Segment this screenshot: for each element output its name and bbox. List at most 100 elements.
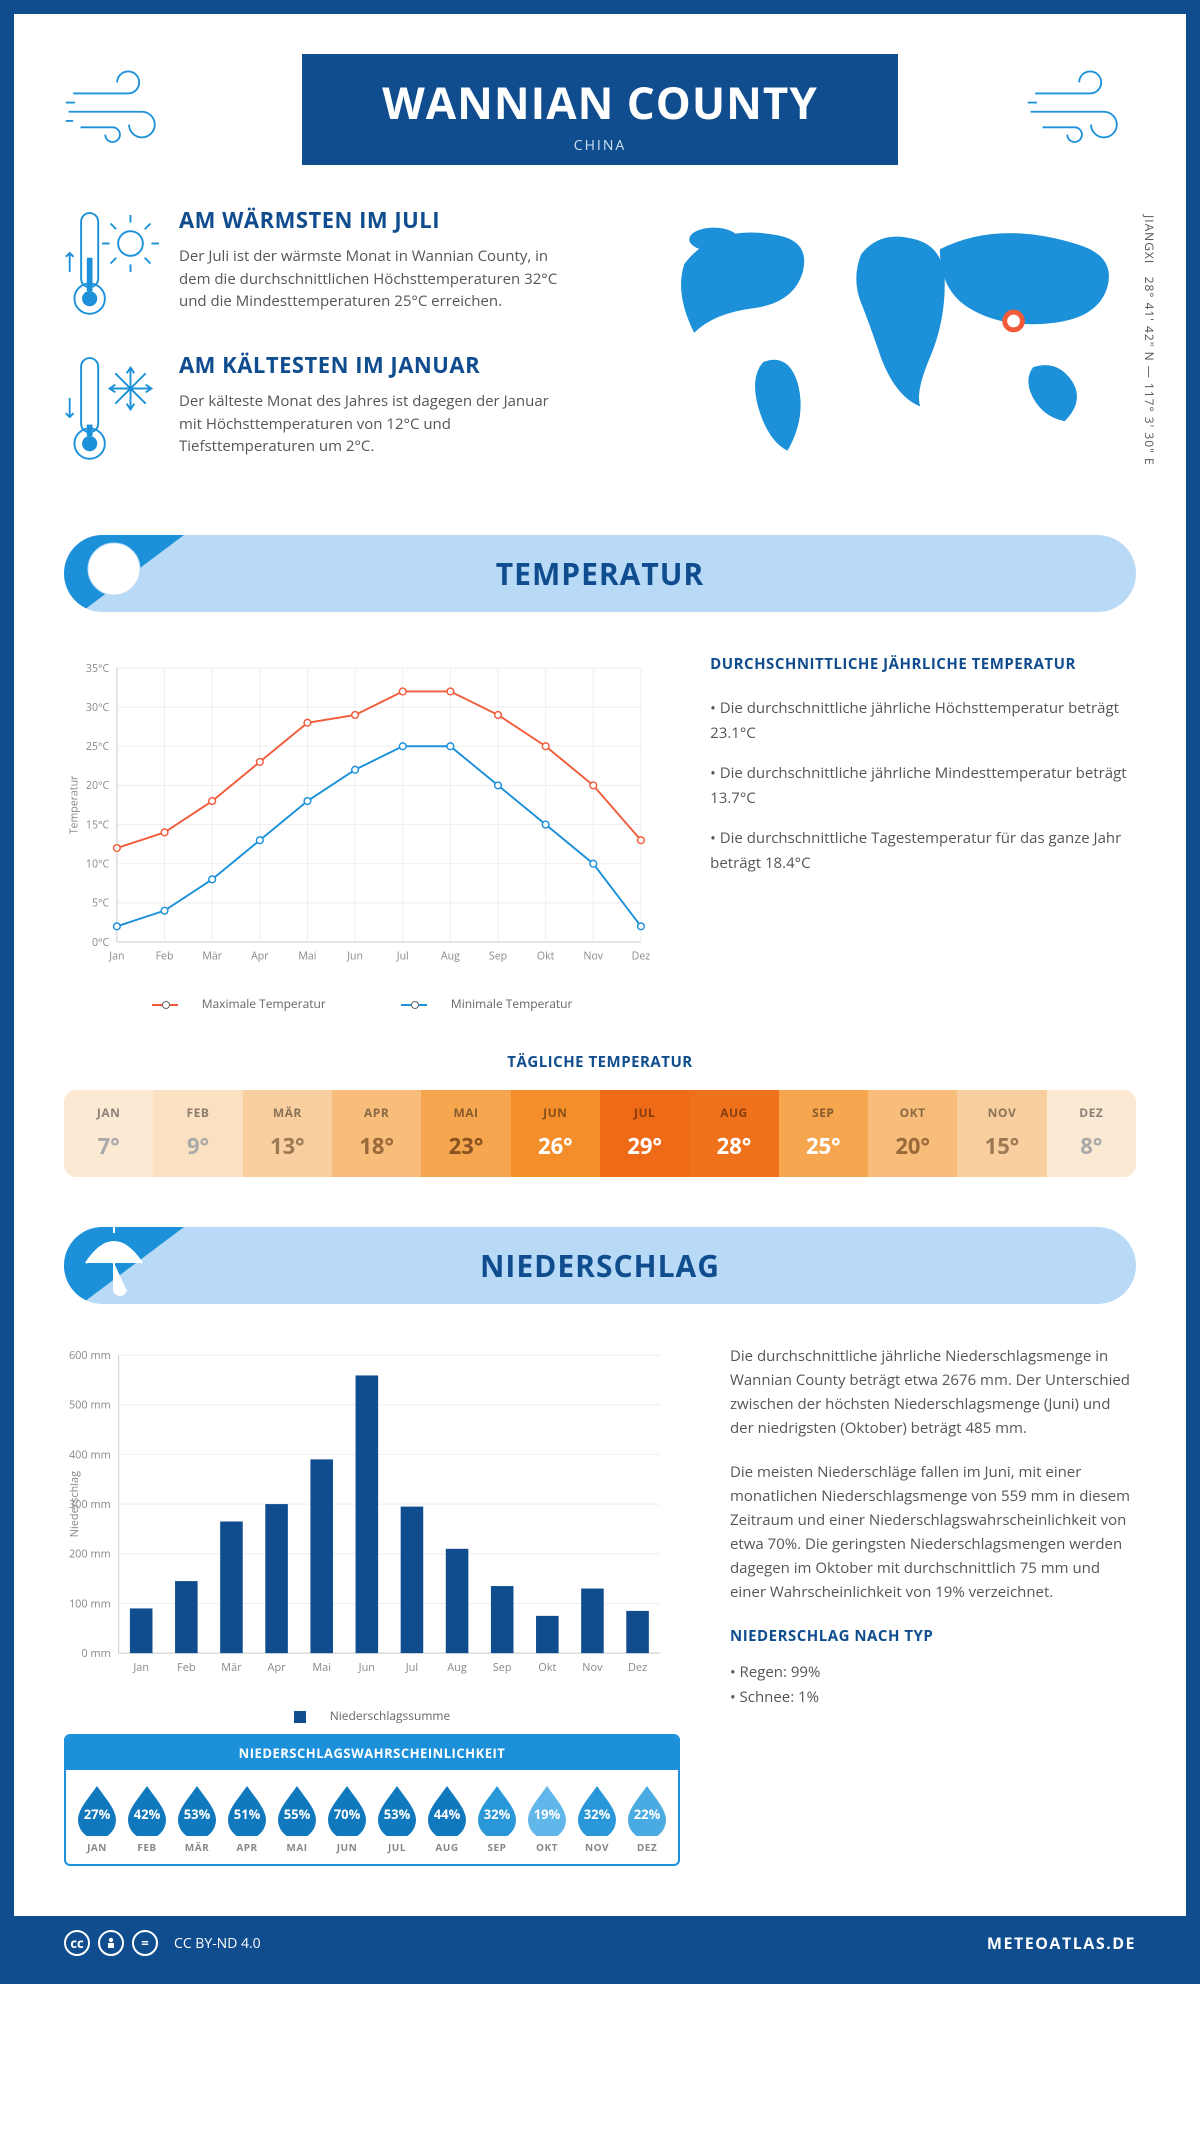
daily-temp-cell: JUN26° <box>511 1090 600 1177</box>
by-icon <box>98 1930 124 1956</box>
precip-prob-cell: 51% APR <box>224 1784 270 1854</box>
warmest-block: AM WÄRMSTEN IM JULI Der Juli ist der wär… <box>64 205 605 320</box>
daily-temp-cell: APR18° <box>332 1090 421 1177</box>
svg-text:Niederschlag: Niederschlag <box>67 1471 82 1537</box>
svg-text:20°C: 20°C <box>86 779 110 793</box>
svg-text:600 mm: 600 mm <box>69 1348 111 1363</box>
svg-text:0°C: 0°C <box>92 936 110 950</box>
svg-text:10°C: 10°C <box>86 858 110 872</box>
daily-temp-title: TÄGLICHE TEMPERATUR <box>64 1052 1136 1072</box>
wind-icon <box>1026 64 1136 159</box>
svg-text:400 mm: 400 mm <box>69 1447 111 1462</box>
precip-section-header: NIEDERSCHLAG <box>64 1227 1136 1304</box>
precip-prob-cell: 32% SEP <box>474 1784 520 1854</box>
svg-text:Nov: Nov <box>582 1660 603 1675</box>
daily-temp-cell: OKT20° <box>868 1090 957 1177</box>
daily-temp-cell: MÄR13° <box>243 1090 332 1177</box>
svg-text:Apr: Apr <box>268 1660 287 1675</box>
thermometer-hot-icon <box>64 205 159 320</box>
temperature-summary: DURCHSCHNITTLICHE JÄHRLICHE TEMPERATUR •… <box>710 652 1136 891</box>
svg-text:100 mm: 100 mm <box>69 1596 111 1611</box>
precip-probability-box: NIEDERSCHLAGSWAHRSCHEINLICHKEIT 27% JAN … <box>64 1734 680 1866</box>
title-bar: WANNIAN COUNTY CHINA <box>302 54 898 165</box>
svg-text:Aug: Aug <box>447 1660 467 1675</box>
temperature-section-header: TEMPERATUR <box>64 535 1136 612</box>
world-map-block: JIANGXI 28° 41' 42" N — 117° 3' 30" E <box>645 205 1136 495</box>
daily-temp-cell: MAI23° <box>421 1090 510 1177</box>
precip-prob-cell: 53% MÄR <box>174 1784 220 1854</box>
svg-text:25°C: 25°C <box>86 740 110 754</box>
precip-prob-cell: 32% NOV <box>574 1784 620 1854</box>
coldest-title: AM KÄLTESTEN IM JANUAR <box>179 350 559 380</box>
wind-icon <box>64 64 174 159</box>
svg-text:Dez: Dez <box>632 949 651 963</box>
svg-text:Jan: Jan <box>108 949 124 963</box>
sun-icon <box>74 535 154 609</box>
daily-temp-cell: NOV15° <box>957 1090 1046 1177</box>
svg-text:15°C: 15°C <box>86 818 110 832</box>
svg-text:Feb: Feb <box>177 1660 196 1675</box>
svg-text:Jul: Jul <box>405 1660 418 1675</box>
svg-text:200 mm: 200 mm <box>69 1547 111 1562</box>
svg-text:Jan: Jan <box>132 1660 149 1675</box>
page-footer: cc = CC BY-ND 4.0 METEOATLAS.DE <box>14 1916 1186 1970</box>
daily-temp-cell: JUL29° <box>600 1090 689 1177</box>
daily-temp-cell: DEZ8° <box>1047 1090 1136 1177</box>
precip-summary: Die durchschnittliche jährliche Niedersc… <box>730 1344 1136 1711</box>
svg-text:Sep: Sep <box>493 1660 512 1675</box>
coordinates-label: JIANGXI 28° 41' 42" N — 117° 3' 30" E <box>1141 215 1158 466</box>
page-header: WANNIAN COUNTY CHINA <box>64 54 1136 165</box>
coldest-body: Der kälteste Monat des Jahres ist dagege… <box>179 390 559 458</box>
brand-label: METEOATLAS.DE <box>987 1932 1136 1954</box>
world-map-icon <box>645 205 1136 480</box>
svg-text:Nov: Nov <box>584 949 604 963</box>
svg-text:Aug: Aug <box>441 949 460 963</box>
thermometer-cold-icon <box>64 350 159 465</box>
daily-temp-cell: FEB9° <box>153 1090 242 1177</box>
country-subtitle: CHINA <box>382 136 818 155</box>
precip-bar-chart: 0 mm100 mm200 mm300 mm400 mm500 mm600 mm… <box>64 1344 680 1724</box>
daily-temp-cell: SEP25° <box>779 1090 868 1177</box>
svg-text:Okt: Okt <box>537 949 555 963</box>
intro-section: AM WÄRMSTEN IM JULI Der Juli ist der wär… <box>64 205 1136 495</box>
precip-prob-cell: 53% JUL <box>374 1784 420 1854</box>
svg-text:Jul: Jul <box>396 949 409 963</box>
daily-temp-cell: JAN7° <box>64 1090 153 1177</box>
svg-text:Jun: Jun <box>346 949 363 963</box>
svg-text:5°C: 5°C <box>92 897 110 911</box>
svg-text:500 mm: 500 mm <box>69 1398 111 1413</box>
svg-text:Apr: Apr <box>251 949 269 963</box>
coldest-block: AM KÄLTESTEN IM JANUAR Der kälteste Mona… <box>64 350 605 465</box>
daily-temp-strip: JAN7°FEB9°MÄR13°APR18°MAI23°JUN26°JUL29°… <box>64 1090 1136 1177</box>
svg-text:Feb: Feb <box>156 949 174 963</box>
svg-text:35°C: 35°C <box>86 662 110 676</box>
svg-text:Okt: Okt <box>538 1660 556 1675</box>
svg-text:Mai: Mai <box>298 949 316 963</box>
precip-prob-cell: 22% DEZ <box>624 1784 670 1854</box>
svg-text:Jun: Jun <box>358 1660 375 1675</box>
nd-icon: = <box>132 1930 158 1956</box>
svg-text:Mär: Mär <box>202 949 222 963</box>
svg-text:Sep: Sep <box>489 949 507 963</box>
precip-prob-cell: 19% OKT <box>524 1784 570 1854</box>
svg-text:Temperatur: Temperatur <box>67 775 81 834</box>
chart-legend: Maximale Temperatur Minimale Temperatur <box>64 995 660 1012</box>
cc-icon: cc <box>64 1930 90 1956</box>
warmest-title: AM WÄRMSTEN IM JULI <box>179 205 559 235</box>
svg-text:0 mm: 0 mm <box>81 1646 110 1661</box>
warmest-body: Der Juli ist der wärmste Monat in Wannia… <box>179 245 559 313</box>
daily-temp-cell: AUG28° <box>689 1090 778 1177</box>
page-title: WANNIAN COUNTY <box>382 72 818 132</box>
precip-prob-cell: 70% JUN <box>324 1784 370 1854</box>
svg-text:Mai: Mai <box>312 1660 331 1675</box>
precip-prob-cell: 42% FEB <box>124 1784 170 1854</box>
umbrella-icon <box>74 1227 154 1301</box>
license-label: CC BY-ND 4.0 <box>174 1934 261 1953</box>
license-block: cc = CC BY-ND 4.0 <box>64 1930 261 1956</box>
temperature-line-chart: 0°C 5°C 10°C 15°C 20°C 25°C 30°C 35°C Jan Feb Mär A… <box>64 652 660 1012</box>
svg-text:Dez: Dez <box>628 1660 647 1675</box>
bar-legend: Niederschlagssumme <box>64 1707 680 1724</box>
precip-prob-cell: 55% MAI <box>274 1784 320 1854</box>
precip-prob-cell: 27% JAN <box>74 1784 120 1854</box>
svg-text:30°C: 30°C <box>86 701 110 715</box>
